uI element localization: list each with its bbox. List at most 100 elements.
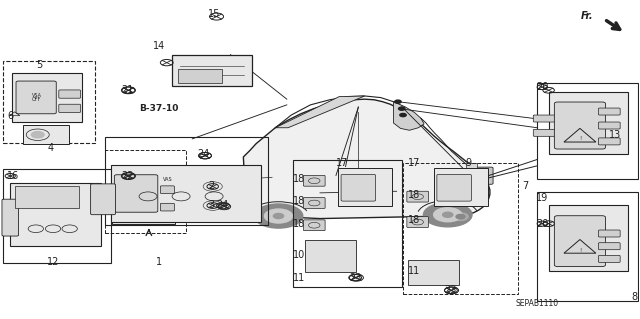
Text: Fr.: Fr. xyxy=(580,11,593,21)
Text: 18: 18 xyxy=(293,174,306,184)
FancyBboxPatch shape xyxy=(111,165,260,222)
Polygon shape xyxy=(243,99,490,219)
FancyBboxPatch shape xyxy=(303,175,325,186)
Bar xyxy=(537,83,638,179)
FancyBboxPatch shape xyxy=(59,104,81,113)
Text: B-37-10: B-37-10 xyxy=(140,104,179,113)
Circle shape xyxy=(399,107,405,110)
Text: 7: 7 xyxy=(522,181,529,190)
Text: !: ! xyxy=(579,136,581,141)
FancyBboxPatch shape xyxy=(533,129,564,136)
Circle shape xyxy=(395,100,401,103)
FancyBboxPatch shape xyxy=(115,175,158,212)
FancyBboxPatch shape xyxy=(338,168,392,205)
FancyBboxPatch shape xyxy=(408,260,460,285)
Polygon shape xyxy=(394,102,424,130)
FancyBboxPatch shape xyxy=(554,102,605,149)
Text: 24: 24 xyxy=(217,200,229,210)
FancyBboxPatch shape xyxy=(407,191,429,202)
Bar xyxy=(293,160,402,286)
FancyBboxPatch shape xyxy=(113,165,175,224)
FancyBboxPatch shape xyxy=(560,105,608,141)
Circle shape xyxy=(453,213,468,220)
FancyBboxPatch shape xyxy=(598,108,620,115)
FancyBboxPatch shape xyxy=(533,115,564,122)
Text: 2: 2 xyxy=(208,181,214,190)
Text: 18: 18 xyxy=(293,197,306,206)
Text: 9: 9 xyxy=(465,158,471,168)
Text: !: ! xyxy=(579,248,581,253)
Circle shape xyxy=(434,208,462,222)
Circle shape xyxy=(400,114,406,117)
FancyBboxPatch shape xyxy=(10,183,101,246)
FancyBboxPatch shape xyxy=(2,199,19,236)
Circle shape xyxy=(31,131,44,138)
Text: OFF: OFF xyxy=(32,97,41,102)
Text: 23: 23 xyxy=(445,286,457,295)
FancyBboxPatch shape xyxy=(466,163,477,172)
Circle shape xyxy=(424,203,472,227)
Text: 23: 23 xyxy=(349,273,362,283)
Text: 20: 20 xyxy=(536,82,548,92)
Text: 19: 19 xyxy=(536,193,548,203)
FancyBboxPatch shape xyxy=(598,138,620,145)
Text: 11: 11 xyxy=(293,273,306,283)
Bar xyxy=(3,169,111,263)
Text: 21: 21 xyxy=(121,85,133,95)
Circle shape xyxy=(264,209,292,223)
FancyBboxPatch shape xyxy=(548,92,628,154)
FancyBboxPatch shape xyxy=(59,90,81,98)
Text: 22: 22 xyxy=(121,171,133,181)
Bar xyxy=(537,192,638,301)
FancyBboxPatch shape xyxy=(91,184,115,215)
Text: VSA: VSA xyxy=(31,93,42,98)
Text: 6: 6 xyxy=(7,111,13,121)
Bar xyxy=(105,137,268,225)
Text: 14: 14 xyxy=(153,41,165,51)
Text: 17: 17 xyxy=(336,158,349,168)
FancyBboxPatch shape xyxy=(407,217,429,227)
FancyBboxPatch shape xyxy=(437,174,471,201)
Text: 1: 1 xyxy=(156,257,162,267)
Text: 24: 24 xyxy=(198,149,210,159)
Circle shape xyxy=(273,213,284,219)
FancyBboxPatch shape xyxy=(12,73,83,122)
Text: 13: 13 xyxy=(609,130,621,140)
FancyBboxPatch shape xyxy=(475,167,493,184)
Text: 5: 5 xyxy=(36,60,42,70)
FancyBboxPatch shape xyxy=(598,256,620,263)
FancyBboxPatch shape xyxy=(15,186,79,208)
FancyBboxPatch shape xyxy=(598,243,620,250)
FancyBboxPatch shape xyxy=(598,122,620,129)
FancyBboxPatch shape xyxy=(598,230,620,237)
Text: 15: 15 xyxy=(209,9,221,19)
FancyBboxPatch shape xyxy=(161,186,174,194)
Text: 18: 18 xyxy=(408,190,420,200)
Bar xyxy=(3,61,95,143)
Text: 17: 17 xyxy=(408,158,420,168)
FancyBboxPatch shape xyxy=(161,203,174,211)
Polygon shape xyxy=(275,96,365,128)
Text: 4: 4 xyxy=(47,143,54,153)
FancyBboxPatch shape xyxy=(23,125,69,144)
Circle shape xyxy=(443,212,453,217)
Text: 12: 12 xyxy=(47,257,60,267)
Text: VAS: VAS xyxy=(163,177,172,182)
Text: 18: 18 xyxy=(408,215,420,226)
Bar xyxy=(403,163,518,293)
FancyBboxPatch shape xyxy=(172,55,252,86)
Text: 11: 11 xyxy=(408,266,420,276)
FancyBboxPatch shape xyxy=(548,204,628,271)
FancyBboxPatch shape xyxy=(16,81,56,114)
FancyBboxPatch shape xyxy=(178,69,222,83)
Text: 10: 10 xyxy=(293,250,306,260)
FancyBboxPatch shape xyxy=(303,220,325,231)
FancyBboxPatch shape xyxy=(554,216,605,267)
FancyBboxPatch shape xyxy=(341,174,376,201)
FancyBboxPatch shape xyxy=(305,241,356,272)
Bar xyxy=(105,150,186,233)
FancyBboxPatch shape xyxy=(563,110,595,136)
Text: SEPAB1110: SEPAB1110 xyxy=(516,299,559,308)
Circle shape xyxy=(456,214,465,219)
Text: 18: 18 xyxy=(293,219,306,229)
